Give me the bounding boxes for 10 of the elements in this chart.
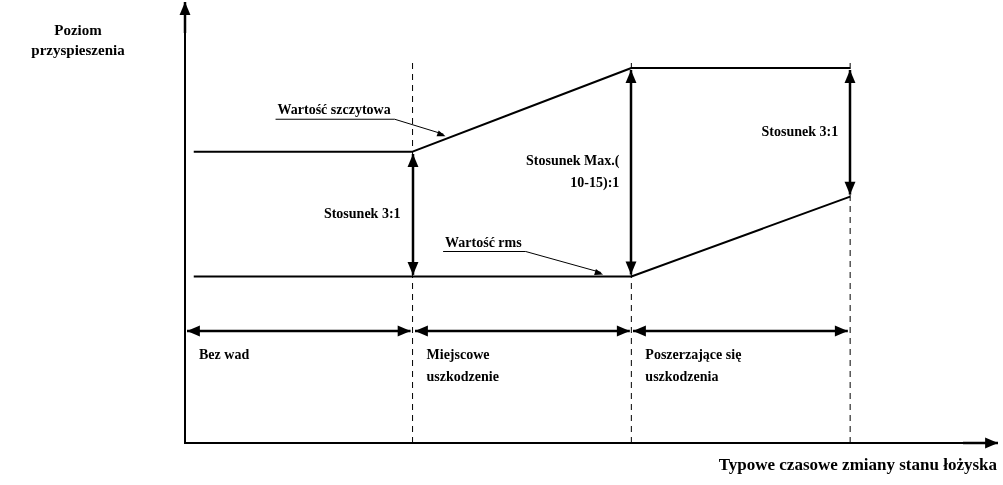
annotation: Stosunek Max.( 10-15):1 <box>525 152 620 191</box>
annotation: Miejscowe uszkodzenie <box>426 346 499 384</box>
annotation: Poszerzające się uszkodzenia <box>645 346 742 384</box>
annotation: Bez wad <box>199 346 250 362</box>
annotation: Stosunek 3:1 <box>323 205 401 221</box>
text: Wartość szczytowa <box>277 102 391 118</box>
series-label: Wartość rms <box>445 234 523 250</box>
annotation: Stosunek 3:1 <box>761 123 839 139</box>
y-axis-title: Poziom przyspieszenia <box>30 21 126 60</box>
x-axis-title: Typowe czasowe zmiany stanu łożyska <box>718 455 997 475</box>
